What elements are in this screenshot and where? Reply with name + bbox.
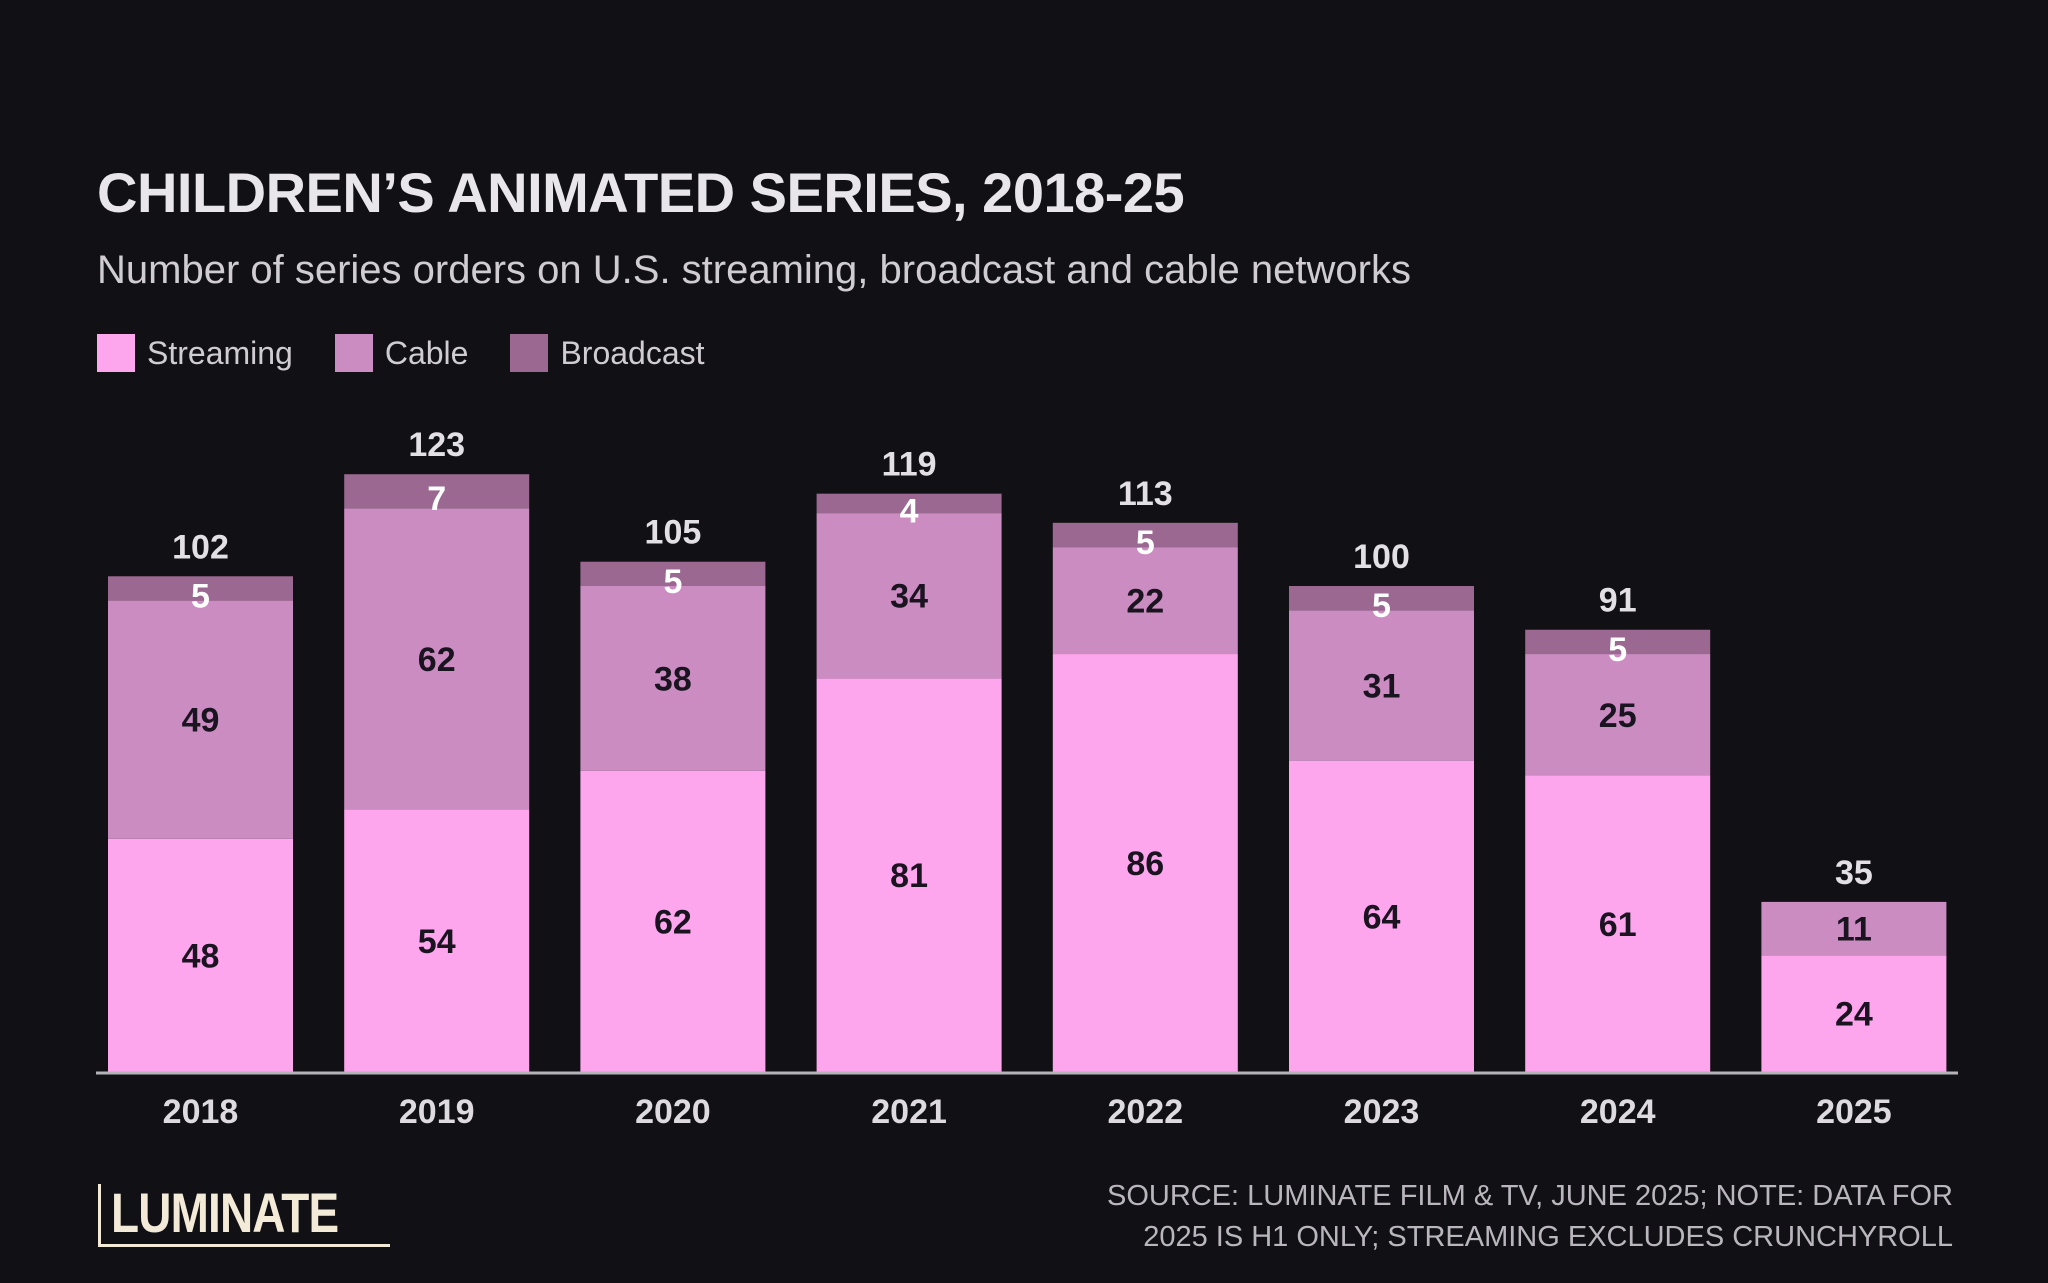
bar-broadcast-2021 — [816, 493, 1002, 514]
chart-subtitle: Number of series orders on U.S. streamin… — [97, 248, 1411, 292]
x-tick-label-2021: 2021 — [871, 1093, 947, 1131]
total-label-2018: 102 — [172, 528, 229, 566]
legend-label-cable: Cable — [384, 334, 469, 371]
bars-group — [108, 474, 1947, 1072]
chart-title: CHILDREN’S ANIMATED SERIES, 2018-25 — [97, 161, 1185, 224]
bar-streaming-2025 — [1761, 955, 1947, 1072]
bar-cable-2019 — [344, 508, 530, 810]
segment-label-broadcast-2018: 5 — [191, 577, 210, 615]
legend-item-streaming: Streaming — [97, 334, 293, 372]
segment-label-cable-2019: 62 — [418, 641, 456, 679]
x-tick-label-2024: 2024 — [1580, 1093, 1656, 1131]
segment-label-cable-2021: 34 — [890, 578, 928, 616]
segment-label-streaming-2020: 62 — [654, 903, 692, 941]
legend-label-streaming: Streaming — [147, 334, 293, 371]
bar-cable-2018 — [108, 600, 293, 839]
segment-label-broadcast-2022: 5 — [1136, 524, 1155, 562]
legend-swatch-broadcast — [510, 334, 549, 372]
segment-label-streaming-2025: 24 — [1835, 996, 1873, 1034]
segment-label-broadcast-2019: 7 — [427, 480, 446, 518]
bar-streaming-2021 — [816, 678, 1002, 1072]
bar-cable-2021 — [816, 513, 1002, 679]
segment-label-broadcast-2024: 5 — [1608, 631, 1627, 669]
total-label-2025: 35 — [1835, 854, 1873, 892]
legend: Streaming Cable Broadcast — [97, 334, 747, 372]
legend-item-cable: Cable — [334, 334, 469, 372]
legend-swatch-streaming — [97, 334, 135, 372]
labels-group: 4849510220185462712320196238510520208134… — [163, 426, 1892, 1131]
bar-streaming-2019 — [344, 809, 530, 1072]
segment-label-broadcast-2023: 5 — [1372, 587, 1391, 625]
bar-cable-2025 — [1761, 901, 1947, 956]
segment-label-streaming-2018: 48 — [182, 937, 220, 975]
x-tick-label-2020: 2020 — [635, 1093, 711, 1131]
segment-label-streaming-2021: 81 — [890, 857, 928, 895]
bar-streaming-2018 — [108, 838, 293, 1072]
source-note: SOURCE: LUMINATE FILM & TV, JUNE 2025; N… — [953, 1176, 1953, 1258]
x-tick-label-2022: 2022 — [1107, 1093, 1183, 1131]
source-line-2: 2025 IS H1 ONLY; STREAMING EXCLUDES CRUN… — [1143, 1221, 1953, 1253]
total-label-2019: 123 — [408, 426, 465, 464]
x-tick-label-2023: 2023 — [1344, 1093, 1420, 1131]
segment-label-cable-2018: 49 — [182, 702, 220, 740]
bar-broadcast-2023 — [1289, 586, 1474, 611]
legend-label-broadcast: Broadcast — [560, 334, 705, 371]
segment-label-broadcast-2021: 4 — [900, 492, 919, 530]
legend-item-broadcast: Broadcast — [510, 334, 705, 372]
segment-label-streaming-2024: 61 — [1599, 906, 1637, 944]
segment-label-broadcast-2020: 5 — [663, 563, 682, 601]
luminate-logo: LUMINATE — [98, 1181, 391, 1247]
total-label-2023: 100 — [1353, 538, 1410, 576]
total-label-2024: 91 — [1599, 582, 1637, 620]
bar-streaming-2022 — [1052, 654, 1238, 1072]
bar-cable-2022 — [1052, 547, 1238, 655]
segment-label-cable-2024: 25 — [1599, 697, 1637, 735]
total-label-2021: 119 — [882, 446, 937, 484]
segment-label-cable-2020: 38 — [654, 660, 692, 698]
bar-cable-2024 — [1525, 654, 1711, 776]
segment-label-cable-2022: 22 — [1126, 583, 1164, 621]
total-label-2022: 113 — [1118, 475, 1173, 513]
segment-label-streaming-2023: 64 — [1363, 898, 1401, 936]
legend-swatch-cable — [334, 334, 373, 372]
bar-broadcast-2022 — [1052, 522, 1238, 548]
segment-label-streaming-2019: 54 — [418, 923, 456, 961]
bar-streaming-2020 — [580, 770, 766, 1072]
x-tick-label-2025: 2025 — [1816, 1093, 1892, 1131]
bar-streaming-2024 — [1525, 775, 1711, 1072]
logo-text: LUMINATE — [111, 1181, 339, 1244]
x-tick-label-2019: 2019 — [399, 1093, 475, 1131]
source-line-1: SOURCE: LUMINATE FILM & TV, JUNE 2025; N… — [1106, 1180, 1953, 1212]
segment-label-cable-2023: 31 — [1363, 668, 1401, 706]
bar-broadcast-2020 — [580, 561, 766, 586]
segment-label-cable-2025: 11 — [1836, 911, 1872, 949]
bar-streaming-2023 — [1289, 760, 1474, 1072]
bar-cable-2023 — [1289, 610, 1474, 761]
segment-label-streaming-2022: 86 — [1126, 845, 1164, 883]
x-tick-label-2018: 2018 — [163, 1093, 239, 1131]
bar-broadcast-2018 — [108, 576, 293, 601]
bar-cable-2020 — [580, 586, 766, 771]
bar-broadcast-2024 — [1525, 629, 1711, 655]
bar-broadcast-2019 — [344, 474, 530, 509]
total-label-2020: 105 — [645, 514, 702, 552]
